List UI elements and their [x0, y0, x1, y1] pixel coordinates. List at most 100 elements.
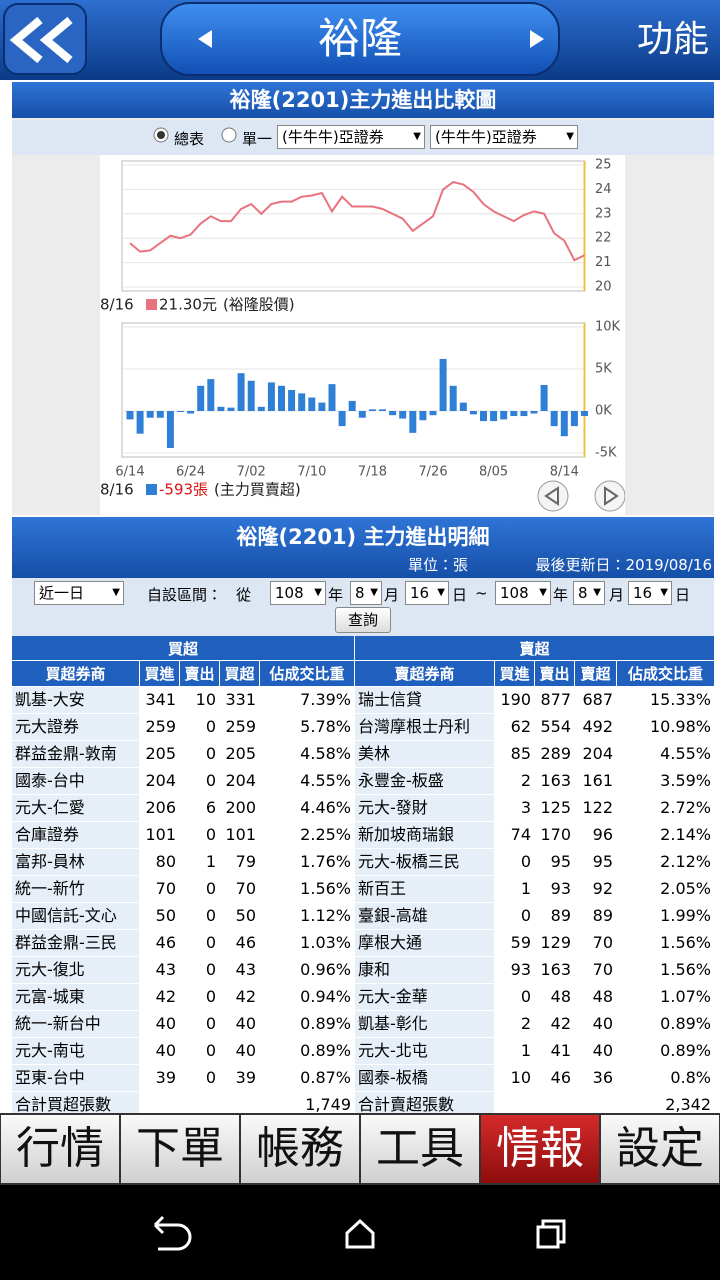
table-cell: 95 [575, 849, 616, 875]
table-cell: 80 [140, 849, 179, 875]
radio-off[interactable] [220, 126, 240, 146]
column-header: 佔成交比重 [260, 661, 354, 686]
tab[interactable]: 設定 [601, 1115, 719, 1183]
bar [520, 411, 528, 417]
broker-select[interactable]: (牛牛牛)亞證券 [430, 125, 578, 149]
table-cell: 0 [180, 1011, 219, 1037]
query-button[interactable]: 查詢 [335, 607, 391, 633]
table-cell: 0.89% [617, 1011, 714, 1037]
bar [207, 379, 215, 411]
broker-name: 康和 [355, 957, 494, 983]
year-select[interactable]: 108 [495, 581, 551, 605]
broker-name: 元大-板橋三民 [355, 849, 494, 875]
page-title: 裕隆 [317, 14, 402, 63]
page-arrow[interactable] [537, 480, 569, 512]
column-header: 賣出 [180, 661, 219, 686]
broker-name: 統一-新竹 [12, 876, 139, 902]
tab[interactable]: 下單 [121, 1115, 239, 1183]
table-cell: 0.89% [260, 1038, 354, 1064]
table-cell: 95 [535, 849, 574, 875]
bar [288, 390, 296, 411]
table-cell: 36 [575, 1065, 616, 1091]
table-cell: 2.14% [617, 822, 714, 848]
table-cell: 70 [140, 876, 179, 902]
bar [136, 411, 144, 434]
month-select[interactable]: 8 [350, 581, 382, 605]
table-cell: 204 [220, 768, 259, 794]
table-cell: 43 [140, 957, 179, 983]
tab[interactable]: 情報 [481, 1115, 599, 1183]
radio-on[interactable] [152, 126, 172, 146]
back-button[interactable] [0, 0, 100, 80]
tab[interactable]: 行情 [1, 1115, 119, 1183]
legend-value: -593張 [159, 481, 208, 499]
y-tick-label: 22 [595, 231, 612, 246]
table-cell: 554 [535, 714, 574, 740]
nav-back[interactable] [153, 1215, 192, 1251]
total-value: 2,342 [495, 1092, 714, 1113]
table-cell: 70 [220, 876, 259, 902]
menu-button[interactable]: 功能 [636, 19, 709, 60]
table-cell: 0 [180, 1038, 219, 1064]
back-chevron [9, 16, 43, 64]
day-select[interactable]: 16 [405, 581, 449, 605]
nav-home[interactable] [345, 1218, 375, 1249]
broker-name: 臺銀-高雄 [355, 903, 494, 929]
column-header: 佔成交比重 [617, 661, 714, 686]
table-cell: 92 [575, 876, 616, 902]
page-arrow[interactable] [594, 480, 625, 512]
table-cell: 259 [140, 714, 179, 740]
table-cell: 43 [220, 957, 259, 983]
table-cell: 6 [180, 795, 219, 821]
table-cell: 0.87% [260, 1065, 354, 1091]
table-cell: 101 [220, 822, 259, 848]
table-cell: 50 [140, 903, 179, 929]
bar [227, 407, 235, 411]
y-tick-label: -5K [595, 446, 617, 461]
table-cell: 50 [220, 903, 259, 929]
table-cell: 0 [180, 903, 219, 929]
detail-title: 裕隆(2201) 主力進出明細 [236, 525, 490, 549]
page-arrow-icon [544, 486, 559, 506]
broker-table: 買超 賣超 買超券商 買進 賣出 買超 佔成交比重 凱基-大安 341 10 331 7.39% 元大證… [12, 636, 714, 1113]
broker-name: 元大-北屯 [355, 1038, 494, 1064]
table-cell: 0.96% [260, 957, 354, 983]
day-select[interactable]: 16 [628, 581, 672, 605]
table-cell: 2.05% [617, 876, 714, 902]
month-select[interactable]: 8 [573, 581, 605, 605]
column-header: 買進 [140, 661, 179, 686]
nav-recents[interactable] [536, 1219, 566, 1249]
bar [530, 411, 538, 414]
tab[interactable]: 帳務 [241, 1115, 359, 1183]
x-tick-label: 7/02 [237, 465, 266, 480]
tab[interactable]: 工具 [361, 1115, 479, 1183]
broker-name: 中國信託-文心 [12, 903, 139, 929]
column-header: 買進 [495, 661, 534, 686]
table-cell: 0 [180, 930, 219, 956]
broker-select[interactable]: (牛牛牛)亞證券 [277, 125, 425, 149]
next-arrow[interactable] [530, 30, 544, 48]
table-cell: 93 [495, 957, 534, 983]
table-cell: 0.8% [617, 1065, 714, 1091]
broker-name: 瑞士信貸 [355, 687, 494, 713]
bar [217, 406, 225, 411]
table-cell: 0 [180, 822, 219, 848]
table-cell: 4.58% [260, 741, 354, 767]
prev-arrow[interactable] [198, 30, 212, 48]
broker-name: 亞東-台中 [12, 1065, 139, 1091]
table-cell: 5.78% [260, 714, 354, 740]
x-tick-label: 7/10 [297, 465, 326, 480]
table-cell: 1.56% [617, 957, 714, 983]
bar [429, 411, 437, 416]
bar [500, 411, 508, 420]
radio-label: 單一 [242, 130, 273, 148]
column-header: 賣超 [575, 661, 616, 686]
period-select[interactable]: 近一日 [34, 581, 124, 605]
bar [177, 411, 184, 412]
table-cell: 40 [220, 1011, 259, 1037]
year-select[interactable]: 108 [270, 581, 326, 605]
table-cell: 163 [535, 957, 574, 983]
bar [570, 411, 578, 427]
table-cell: 289 [535, 741, 574, 767]
